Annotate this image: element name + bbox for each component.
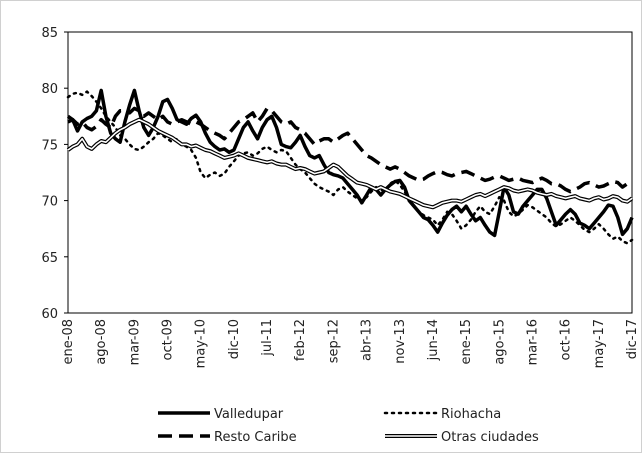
x-tick-label: ene-15 [459,319,474,364]
x-tick-label: dic-10 [227,319,242,359]
plot-area [67,31,633,314]
y-tick-label: 80 [41,82,58,97]
x-tick-label: dic-17 [625,319,640,359]
legend-label: Otras ciudades [441,430,539,445]
x-tick-label: ene-08 [61,319,76,364]
y-tick-label: 70 [41,195,58,210]
x-tick-label: nov-13 [393,319,408,364]
series-line [66,106,634,194]
legend-label: Riohacha [441,407,501,422]
legend-label: Valledupar [214,407,284,422]
x-tick-label: oct-09 [161,319,176,360]
series-line [67,88,634,238]
x-tick-label: jun-14 [426,319,441,361]
x-tick-label: abr-13 [360,319,375,361]
x-tick-label: may-10 [194,319,209,368]
y-tick-label: 75 [41,138,58,153]
series-line-inner [67,118,633,209]
x-tick-label: jul-11 [260,319,275,357]
x-tick-label: mar-09 [127,319,142,365]
x-tick-label: mar-16 [525,319,540,365]
y-tick-label: 60 [41,307,58,322]
x-tick-label: may-17 [592,319,607,368]
legend-label: Resto Caribe [214,430,297,445]
y-tick-label: 85 [41,26,58,41]
y-tick-label: 65 [41,251,58,266]
x-tick-label: feb-12 [293,319,308,361]
x-tick-label: sep-12 [326,319,341,363]
x-tick-label: oct-16 [559,319,574,360]
x-tick-label: ago-15 [492,319,507,365]
x-tick-label: ago-08 [94,319,109,365]
series-line [66,90,634,245]
